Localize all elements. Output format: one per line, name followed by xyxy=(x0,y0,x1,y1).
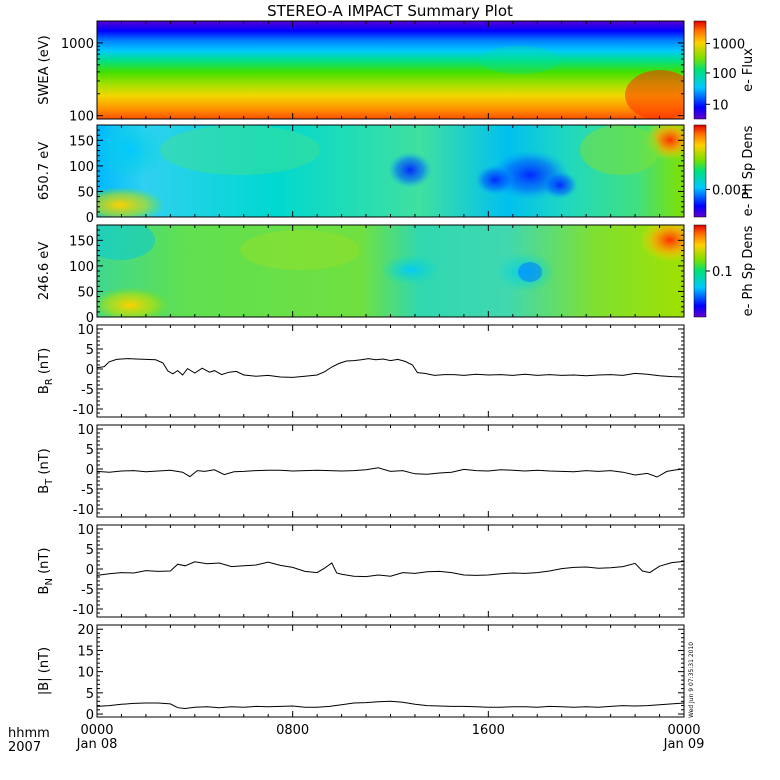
colorbar-tick-label: 0.001 xyxy=(712,183,749,198)
y-tick-label: -5 xyxy=(81,383,94,398)
y-tick-label: 1000 xyxy=(61,37,94,52)
y-tick-label: -10 xyxy=(73,603,94,618)
x-tick-date-label: Jan 08 xyxy=(76,737,118,752)
panel-frame xyxy=(96,524,685,618)
x-tick-date-label: Jan 09 xyxy=(663,737,705,752)
colorbar-246eV xyxy=(693,224,707,318)
generation-timestamp: Wed Jun 9 07:35:31 2010 xyxy=(688,642,695,718)
x-tick-label: 0000 xyxy=(80,723,113,738)
series-line xyxy=(96,700,685,710)
y-tick-label: 10 xyxy=(77,666,94,681)
series-line xyxy=(96,560,685,578)
x-tick-label: 1600 xyxy=(472,723,505,738)
panel-frame xyxy=(96,624,685,718)
colorbar-tick-label: 1000 xyxy=(712,38,745,53)
y-tick-label: 20 xyxy=(77,623,94,638)
colorbar-tick-label: 10 xyxy=(712,98,729,113)
y-tick-label: 0 xyxy=(86,708,94,723)
y-tick-label: 5 xyxy=(86,543,94,558)
y-tick-label: 0 xyxy=(86,463,94,478)
y-tick-label: 10 xyxy=(77,323,94,338)
x-tick-label: 0800 xyxy=(276,723,309,738)
y-tick-label: 100 xyxy=(69,260,94,275)
y-tick-label: -10 xyxy=(73,503,94,518)
colorbar-label: e- Flux xyxy=(741,48,756,92)
y-tick-label: 0 xyxy=(86,563,94,578)
y-axis-label: BR (nT) xyxy=(37,348,55,394)
series-line xyxy=(96,467,685,478)
y-axis-label: |B| (nT) xyxy=(37,647,52,695)
y-tick-label: 0 xyxy=(86,211,94,226)
y-tick-label: 150 xyxy=(69,134,94,149)
y-tick-label: 150 xyxy=(69,234,94,249)
y-tick-label: -10 xyxy=(73,403,94,418)
y-axis-label: SWEA (eV) xyxy=(37,35,52,104)
y-tick-label: 10 xyxy=(77,523,94,538)
y-tick-label: -5 xyxy=(81,583,94,598)
colorbar-tick-label: 100 xyxy=(712,67,737,82)
y-tick-label: 50 xyxy=(77,285,94,300)
x-axis-caption-hhmm: hhmm xyxy=(8,726,50,741)
y-tick-label: 5 xyxy=(86,343,94,358)
series-line xyxy=(96,358,685,378)
colorbar-650eV xyxy=(693,124,707,218)
y-tick-label: -5 xyxy=(81,483,94,498)
spectrogram-650eV xyxy=(97,125,684,217)
y-tick-label: 10 xyxy=(77,423,94,438)
spectrogram-swea xyxy=(97,21,684,119)
y-tick-label: 100 xyxy=(69,160,94,175)
y-axis-label: BT (nT) xyxy=(37,448,55,494)
y-tick-label: 0 xyxy=(86,311,94,326)
colorbar-label: e- Ph Sp Dens xyxy=(741,125,756,216)
y-tick-label: 5 xyxy=(86,443,94,458)
x-axis-caption-year: 2007 xyxy=(8,740,41,755)
plot-title: STEREO-A IMPACT Summary Plot xyxy=(267,2,513,20)
spectrogram-246eV xyxy=(97,225,684,317)
y-axis-label: 650.7 eV xyxy=(37,142,52,200)
y-axis-label: 246.6 eV xyxy=(37,242,52,300)
colorbar-tick-label: 0.1 xyxy=(712,265,733,280)
y-axis-label: BN (nT) xyxy=(37,548,55,595)
colorbar-label: e- Ph Sp Dens xyxy=(741,225,756,316)
y-tick-label: 0 xyxy=(86,363,94,378)
y-tick-label: 100 xyxy=(69,110,94,125)
y-tick-label: 5 xyxy=(86,687,94,702)
x-tick-label: 0000 xyxy=(667,723,700,738)
y-tick-label: 50 xyxy=(77,185,94,200)
y-tick-label: 15 xyxy=(77,644,94,659)
colorbar-swea xyxy=(693,20,707,120)
